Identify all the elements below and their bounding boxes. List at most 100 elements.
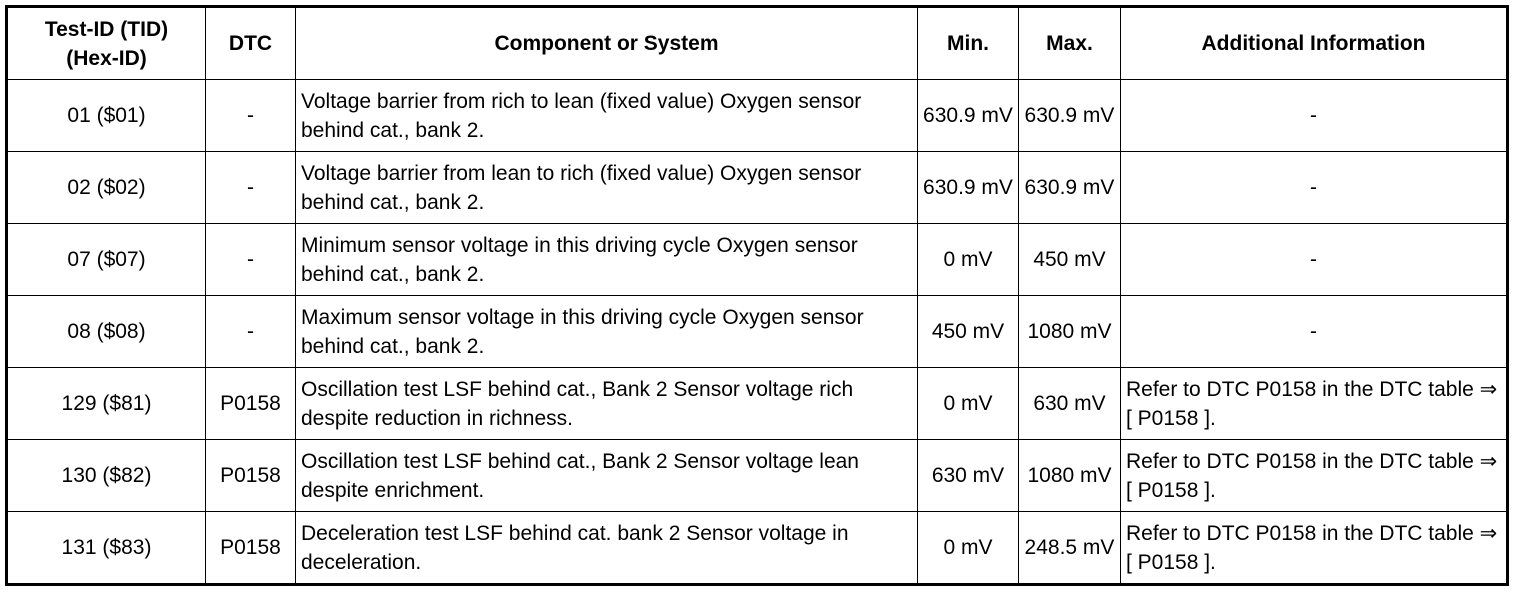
cell-dtc-text: P0158 — [220, 392, 281, 415]
cell-info-text: - — [1310, 176, 1317, 199]
header-max: Max. — [1018, 6, 1121, 80]
cell-tid: 02 ($02) — [6, 151, 206, 224]
cell-max-text: 630.9 mV — [1024, 104, 1115, 127]
cell-min: 630 mV — [917, 439, 1019, 512]
table-row: 08 ($08) - Maximum sensor voltage in this … — [6, 295, 1508, 368]
cell-component: Deceleration test LSF behind cat. bank 2… — [295, 511, 918, 585]
cell-info: Refer to DTC P0158 in the DTC table ⇒ [ … — [1120, 511, 1508, 585]
cell-component-text: Minimum sensor voltage in this driving c… — [301, 233, 858, 286]
cell-tid-text: 01 ($01) — [67, 104, 146, 127]
cell-info-text: Refer to DTC P0158 in the DTC table — [1126, 377, 1474, 401]
cell-dtc: P0158 — [205, 511, 296, 585]
cell-component: Voltage barrier from lean to rich (fixed… — [295, 151, 918, 224]
cell-tid-text: 02 ($02) — [67, 176, 146, 199]
cell-max: 1080 mV — [1018, 439, 1121, 512]
cell-dtc: - — [205, 295, 296, 368]
cell-min: 630.9 mV — [917, 151, 1019, 224]
cell-min-text: 630.9 mV — [923, 176, 1013, 199]
table-row: 02 ($02) - Voltage barrier from lean to ri… — [6, 151, 1508, 224]
cell-min: 450 mV — [917, 295, 1019, 368]
cell-component-text: Oscillation test LSF behind cat., Bank 2… — [301, 449, 859, 502]
cell-min-text: 630 mV — [931, 464, 1005, 487]
cell-max: 1080 mV — [1018, 295, 1121, 368]
cell-max: 630.9 mV — [1018, 151, 1121, 224]
cell-info: - — [1120, 295, 1508, 368]
cell-component: Minimum sensor voltage in this driving c… — [295, 223, 918, 296]
cell-dtc-text: - — [247, 176, 254, 199]
header-tid: Test-ID (TID) (Hex-ID) — [6, 6, 206, 80]
cell-info-text: Refer to DTC P0158 in the DTC table — [1126, 521, 1474, 545]
cell-min-text: 630.9 mV — [923, 104, 1013, 127]
cell-tid-text: 08 ($08) — [67, 320, 146, 343]
dtc-reference-link[interactable]: ⇒ [ P0158 ]. — [1126, 377, 1498, 430]
header-min: Min. — [917, 6, 1019, 80]
header-component: Component or System — [295, 6, 918, 80]
cell-max: 248.5 mV — [1018, 511, 1121, 585]
cell-info: - — [1120, 151, 1508, 224]
table-row: 01 ($01) - Voltage barrier from rich to le… — [6, 79, 1508, 152]
cell-dtc-text: P0158 — [220, 536, 281, 559]
cell-tid: 07 ($07) — [6, 223, 206, 296]
cell-min-text: 0 mV — [943, 536, 993, 559]
header-dtc: DTC — [205, 6, 296, 80]
cell-info-text: - — [1310, 104, 1317, 127]
cell-max-text: 248.5 mV — [1024, 536, 1115, 559]
dtc-reference-link[interactable]: ⇒ [ P0158 ]. — [1126, 521, 1498, 574]
cell-component-text: Maximum sensor voltage in this driving c… — [301, 305, 864, 358]
cell-dtc: P0158 — [205, 439, 296, 512]
cell-tid: 01 ($01) — [6, 79, 206, 152]
cell-dtc-text: - — [247, 248, 254, 271]
cell-info-text: - — [1310, 248, 1317, 271]
cell-tid: 131 ($83) — [6, 511, 206, 585]
cell-tid-text: 07 ($07) — [67, 248, 146, 271]
cell-dtc: - — [205, 223, 296, 296]
cell-component: Voltage barrier from rich to lean (fixed… — [295, 79, 918, 152]
cell-dtc: - — [205, 151, 296, 224]
cell-component-text: Voltage barrier from lean to rich (fixed… — [301, 161, 862, 214]
cell-tid-text: 130 ($82) — [61, 464, 152, 487]
cell-min: 630.9 mV — [917, 79, 1019, 152]
header-info: Additional Information — [1120, 6, 1508, 80]
table-row: 129 ($81) P0158 Oscillation test LSF behin… — [6, 367, 1508, 440]
cell-info: Refer to DTC P0158 in the DTC table ⇒ [ … — [1120, 367, 1508, 440]
cell-min-text: 450 mV — [931, 320, 1005, 343]
table-row: 131 ($83) P0158 Deceleration test LSF behi… — [6, 511, 1508, 585]
cell-max-text: 450 mV — [1033, 248, 1106, 271]
cell-dtc: P0158 — [205, 367, 296, 440]
cell-component-text: Voltage barrier from rich to lean (fixed… — [301, 89, 862, 142]
cell-min-text: 0 mV — [943, 392, 993, 415]
cell-info: - — [1120, 223, 1508, 296]
cell-max: 630.9 mV — [1018, 79, 1121, 152]
cell-min: 0 mV — [917, 223, 1019, 296]
cell-dtc-text: P0158 — [220, 464, 281, 487]
table-row: 130 ($82) P0158 Oscillation test LSF behin… — [6, 439, 1508, 512]
cell-min: 0 mV — [917, 511, 1019, 585]
cell-max: 450 mV — [1018, 223, 1121, 296]
cell-max-text: 1080 mV — [1027, 464, 1112, 487]
cell-tid-text: 129 ($81) — [61, 392, 152, 415]
cell-component: Oscillation test LSF behind cat., Bank 2… — [295, 367, 918, 440]
test-id-table: Test-ID (TID) (Hex-ID) DTC Component or … — [5, 5, 1509, 586]
cell-dtc: - — [205, 79, 296, 152]
cell-info: Refer to DTC P0158 in the DTC table ⇒ [ … — [1120, 439, 1508, 512]
cell-max-text: 630.9 mV — [1024, 176, 1115, 199]
cell-max-text: 630 mV — [1033, 392, 1106, 415]
cell-tid-text: 131 ($83) — [61, 536, 152, 559]
cell-component: Oscillation test LSF behind cat., Bank 2… — [295, 439, 918, 512]
cell-tid: 129 ($81) — [6, 367, 206, 440]
cell-max: 630 mV — [1018, 367, 1121, 440]
cell-dtc-text: - — [247, 320, 254, 343]
cell-dtc-text: - — [247, 104, 254, 127]
cell-min: 0 mV — [917, 367, 1019, 440]
header-row: Test-ID (TID) (Hex-ID) DTC Component or … — [6, 6, 1508, 80]
cell-tid: 08 ($08) — [6, 295, 206, 368]
dtc-reference-link[interactable]: ⇒ [ P0158 ]. — [1126, 449, 1498, 502]
cell-component-text: Deceleration test LSF behind cat. bank 2… — [301, 521, 849, 574]
cell-max-text: 1080 mV — [1027, 320, 1112, 343]
cell-component: Maximum sensor voltage in this driving c… — [295, 295, 918, 368]
cell-min-text: 0 mV — [943, 248, 993, 271]
cell-info-text: - — [1310, 320, 1317, 343]
cell-info: - — [1120, 79, 1508, 152]
cell-tid: 130 ($82) — [6, 439, 206, 512]
table-row: 07 ($07) - Minimum sensor voltage in this … — [6, 223, 1508, 296]
